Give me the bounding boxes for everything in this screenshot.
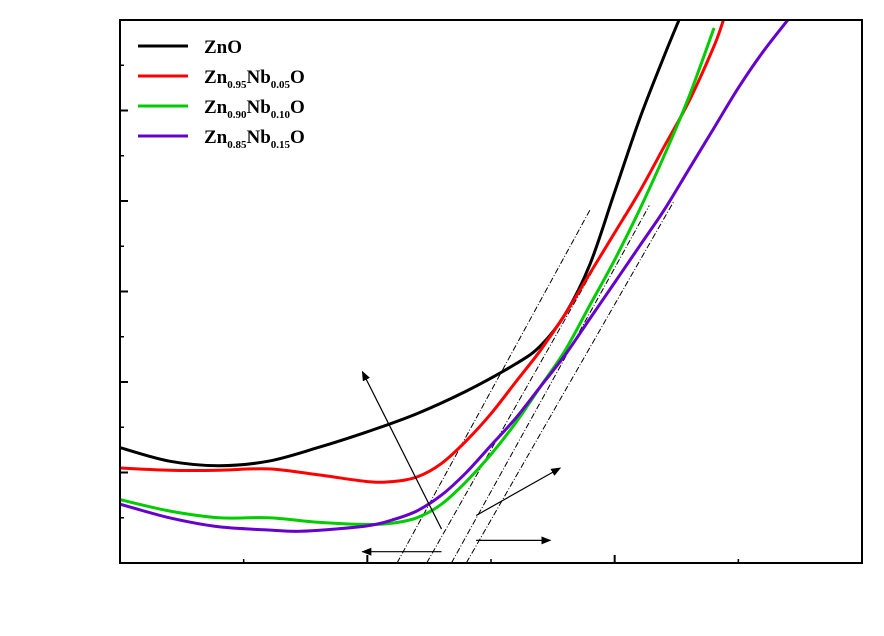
legend-subscript: 0.85	[227, 139, 247, 151]
legend-text-part: Nb	[247, 97, 271, 118]
legend-text-part: Nb	[247, 127, 271, 148]
legend-text-part: O	[290, 67, 305, 88]
series-line-1	[120, 20, 681, 468]
legend-text-part: ZnO	[204, 37, 242, 58]
legend-subscript: 0.95	[227, 79, 247, 91]
legend-label-2: Zn0.95Nb0.05O	[204, 67, 305, 91]
legend-label-4: Zn0.85Nb0.15O	[204, 127, 305, 151]
series-line-3	[120, 27, 716, 527]
tangent-line-4	[465, 200, 675, 563]
legend-label-3: Zn0.90Nb0.10O	[204, 97, 305, 121]
legend-label-1: ZnO	[204, 37, 242, 58]
series-line-4	[120, 20, 790, 533]
legend-subscript: 0.10	[271, 109, 291, 121]
legend-text-part: Zn	[204, 97, 228, 118]
tangent-line-3	[450, 205, 650, 563]
plot-frame	[119, 19, 863, 564]
legend-subscript: 0.15	[271, 139, 291, 151]
legend-text-part: O	[290, 127, 305, 148]
tangent-line-1	[396, 209, 591, 563]
annotation-arrow-1	[361, 370, 443, 530]
annotation-arrow-2	[475, 467, 562, 517]
legend-text-part: Nb	[247, 67, 271, 88]
legend-text-part: Zn	[204, 127, 228, 148]
series-line-2	[120, 20, 725, 484]
legend-subscript: 0.05	[271, 79, 291, 91]
legend: ZnOZn0.95Nb0.05OZn0.90Nb0.10OZn0.85Nb0.1…	[138, 37, 305, 151]
legend-text-part: O	[290, 97, 305, 118]
legend-subscript: 0.90	[227, 109, 247, 121]
legend-text-part: Zn	[204, 67, 228, 88]
